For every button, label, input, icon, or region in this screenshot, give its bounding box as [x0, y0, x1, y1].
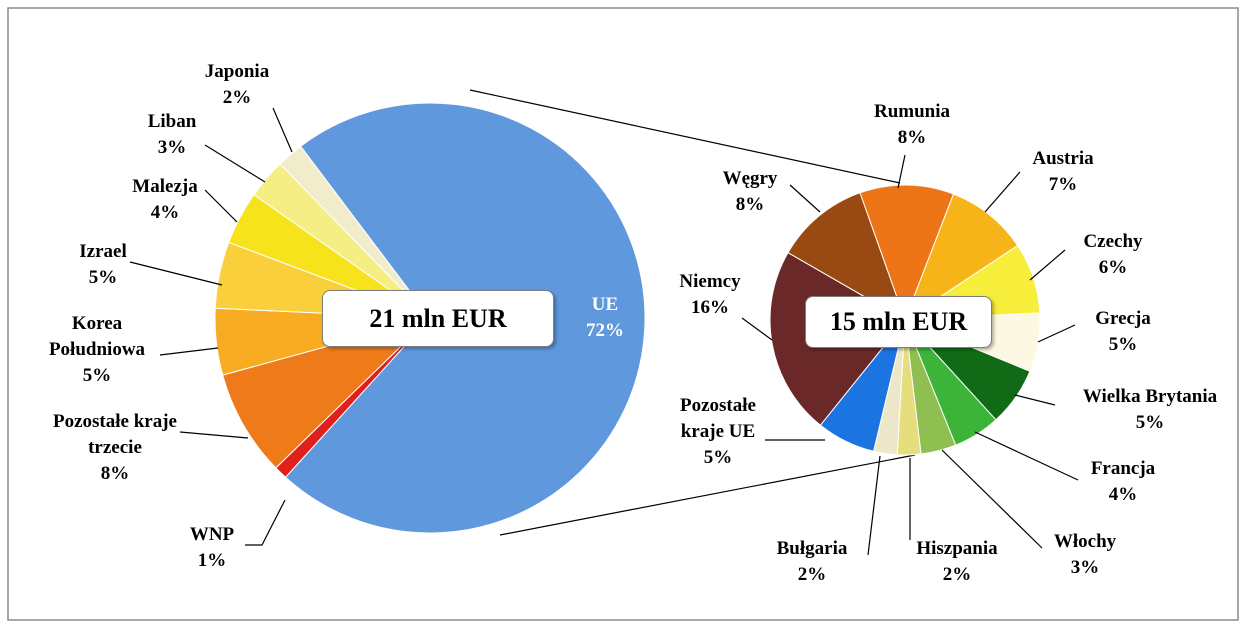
label-value: 5%: [1135, 412, 1165, 433]
leader-line: [159, 347, 219, 356]
pie-slice: [787, 192, 906, 322]
leader-line: [974, 431, 1079, 481]
data-label: Włochy 3%: [1040, 529, 1130, 581]
label-value: 6%: [1098, 257, 1128, 278]
leader-line: [984, 171, 1021, 213]
data-label: Czechy 6%: [1068, 229, 1158, 281]
label-name: Pozostałe kraje UE: [680, 395, 756, 442]
label-value: 3%: [157, 137, 187, 158]
data-label: WNP 1%: [182, 522, 242, 574]
label-value: 4%: [1108, 484, 1138, 505]
leader-line: [1037, 324, 1076, 343]
label-name: Węgry: [722, 168, 778, 189]
leader-line: [941, 449, 1043, 549]
label-name: Liban: [147, 111, 197, 132]
leader-line: [245, 499, 286, 546]
label-value: 8%: [897, 127, 927, 148]
leader-line: [204, 144, 266, 183]
label-name: Austria: [1032, 148, 1094, 169]
data-label: Pozostałe kraje UE 5%: [663, 393, 773, 471]
label-name: WNP: [189, 524, 235, 545]
label-name: Rumunia: [873, 101, 951, 122]
connector: [499, 454, 916, 536]
data-label: Pozostałe kraje trzecie 8%: [40, 409, 190, 487]
label-value: 8%: [100, 463, 130, 484]
data-label: Węgry 8%: [710, 166, 790, 218]
data-label: Grecja 5%: [1083, 306, 1163, 358]
label-value: 16%: [691, 297, 729, 318]
label-value: 2%: [797, 564, 827, 585]
label-name: Czechy: [1083, 231, 1143, 252]
label-value: 2%: [222, 87, 252, 108]
center-label: 21 mln EUR: [322, 290, 554, 347]
label-name: Bułgaria: [776, 538, 848, 559]
label-name: Korea Południowa: [48, 313, 146, 360]
data-label: Hiszpania 2%: [902, 536, 1012, 588]
label-name: Hiszpania: [916, 538, 998, 559]
data-label: Bułgaria 2%: [762, 536, 862, 588]
leader-line: [1029, 249, 1066, 281]
label-name: Niemcy: [679, 271, 741, 292]
pie-slice: [859, 184, 955, 322]
pie-slice: [279, 145, 431, 319]
label-name: Francja: [1090, 458, 1156, 479]
label-name: Włochy: [1053, 531, 1117, 552]
label-name: Wielka Brytania: [1082, 386, 1218, 407]
label-value: 2%: [942, 564, 972, 585]
data-label: Austria 7%: [1018, 146, 1108, 198]
leader-line: [1014, 394, 1056, 406]
label-name: Grecja: [1095, 308, 1151, 329]
label-value: 8%: [735, 194, 765, 215]
connector: [469, 89, 901, 184]
label-value: 4%: [150, 202, 180, 223]
label-name: Malezja: [132, 176, 198, 197]
label-name: Pozostałe kraje trzecie: [53, 411, 177, 458]
data-label: Rumunia 8%: [862, 99, 962, 151]
leader-line: [129, 261, 223, 286]
data-label: Malezja 4%: [120, 174, 210, 226]
data-label: Niemcy 16%: [665, 269, 755, 321]
data-label: UE 72%: [575, 292, 635, 344]
pie-slice: [222, 317, 431, 469]
frame: [7, 7, 1239, 621]
data-label: Izrael 5%: [63, 239, 143, 291]
label-value: 3%: [1070, 557, 1100, 578]
label-value: 5%: [1108, 334, 1138, 355]
label-name: UE: [591, 294, 619, 315]
data-label: Wielka Brytania 5%: [1065, 384, 1235, 436]
leader-line: [272, 107, 293, 153]
leader-line: [897, 154, 906, 189]
leader-line: [204, 189, 238, 223]
label-value: 5%: [82, 365, 112, 386]
data-label: Japonia 2%: [192, 59, 282, 111]
leader-line: [789, 184, 821, 213]
data-label: Liban 3%: [132, 109, 212, 161]
data-label: Francja 4%: [1078, 456, 1168, 508]
leader-line: [741, 317, 773, 341]
label-value: 5%: [703, 447, 733, 468]
pie-slice: [903, 193, 1019, 322]
label-value: 5%: [88, 267, 118, 288]
center-label: 15 mln EUR: [805, 296, 992, 348]
label-name: Japonia: [204, 61, 270, 82]
label-value: 7%: [1048, 174, 1078, 195]
data-label: Korea Południowa 5%: [42, 311, 152, 389]
leader-line: [867, 455, 881, 556]
label-value: 1%: [197, 550, 227, 571]
leader-line: [179, 431, 249, 439]
label-name: Izrael: [79, 241, 127, 262]
label-value: 72%: [586, 320, 624, 341]
